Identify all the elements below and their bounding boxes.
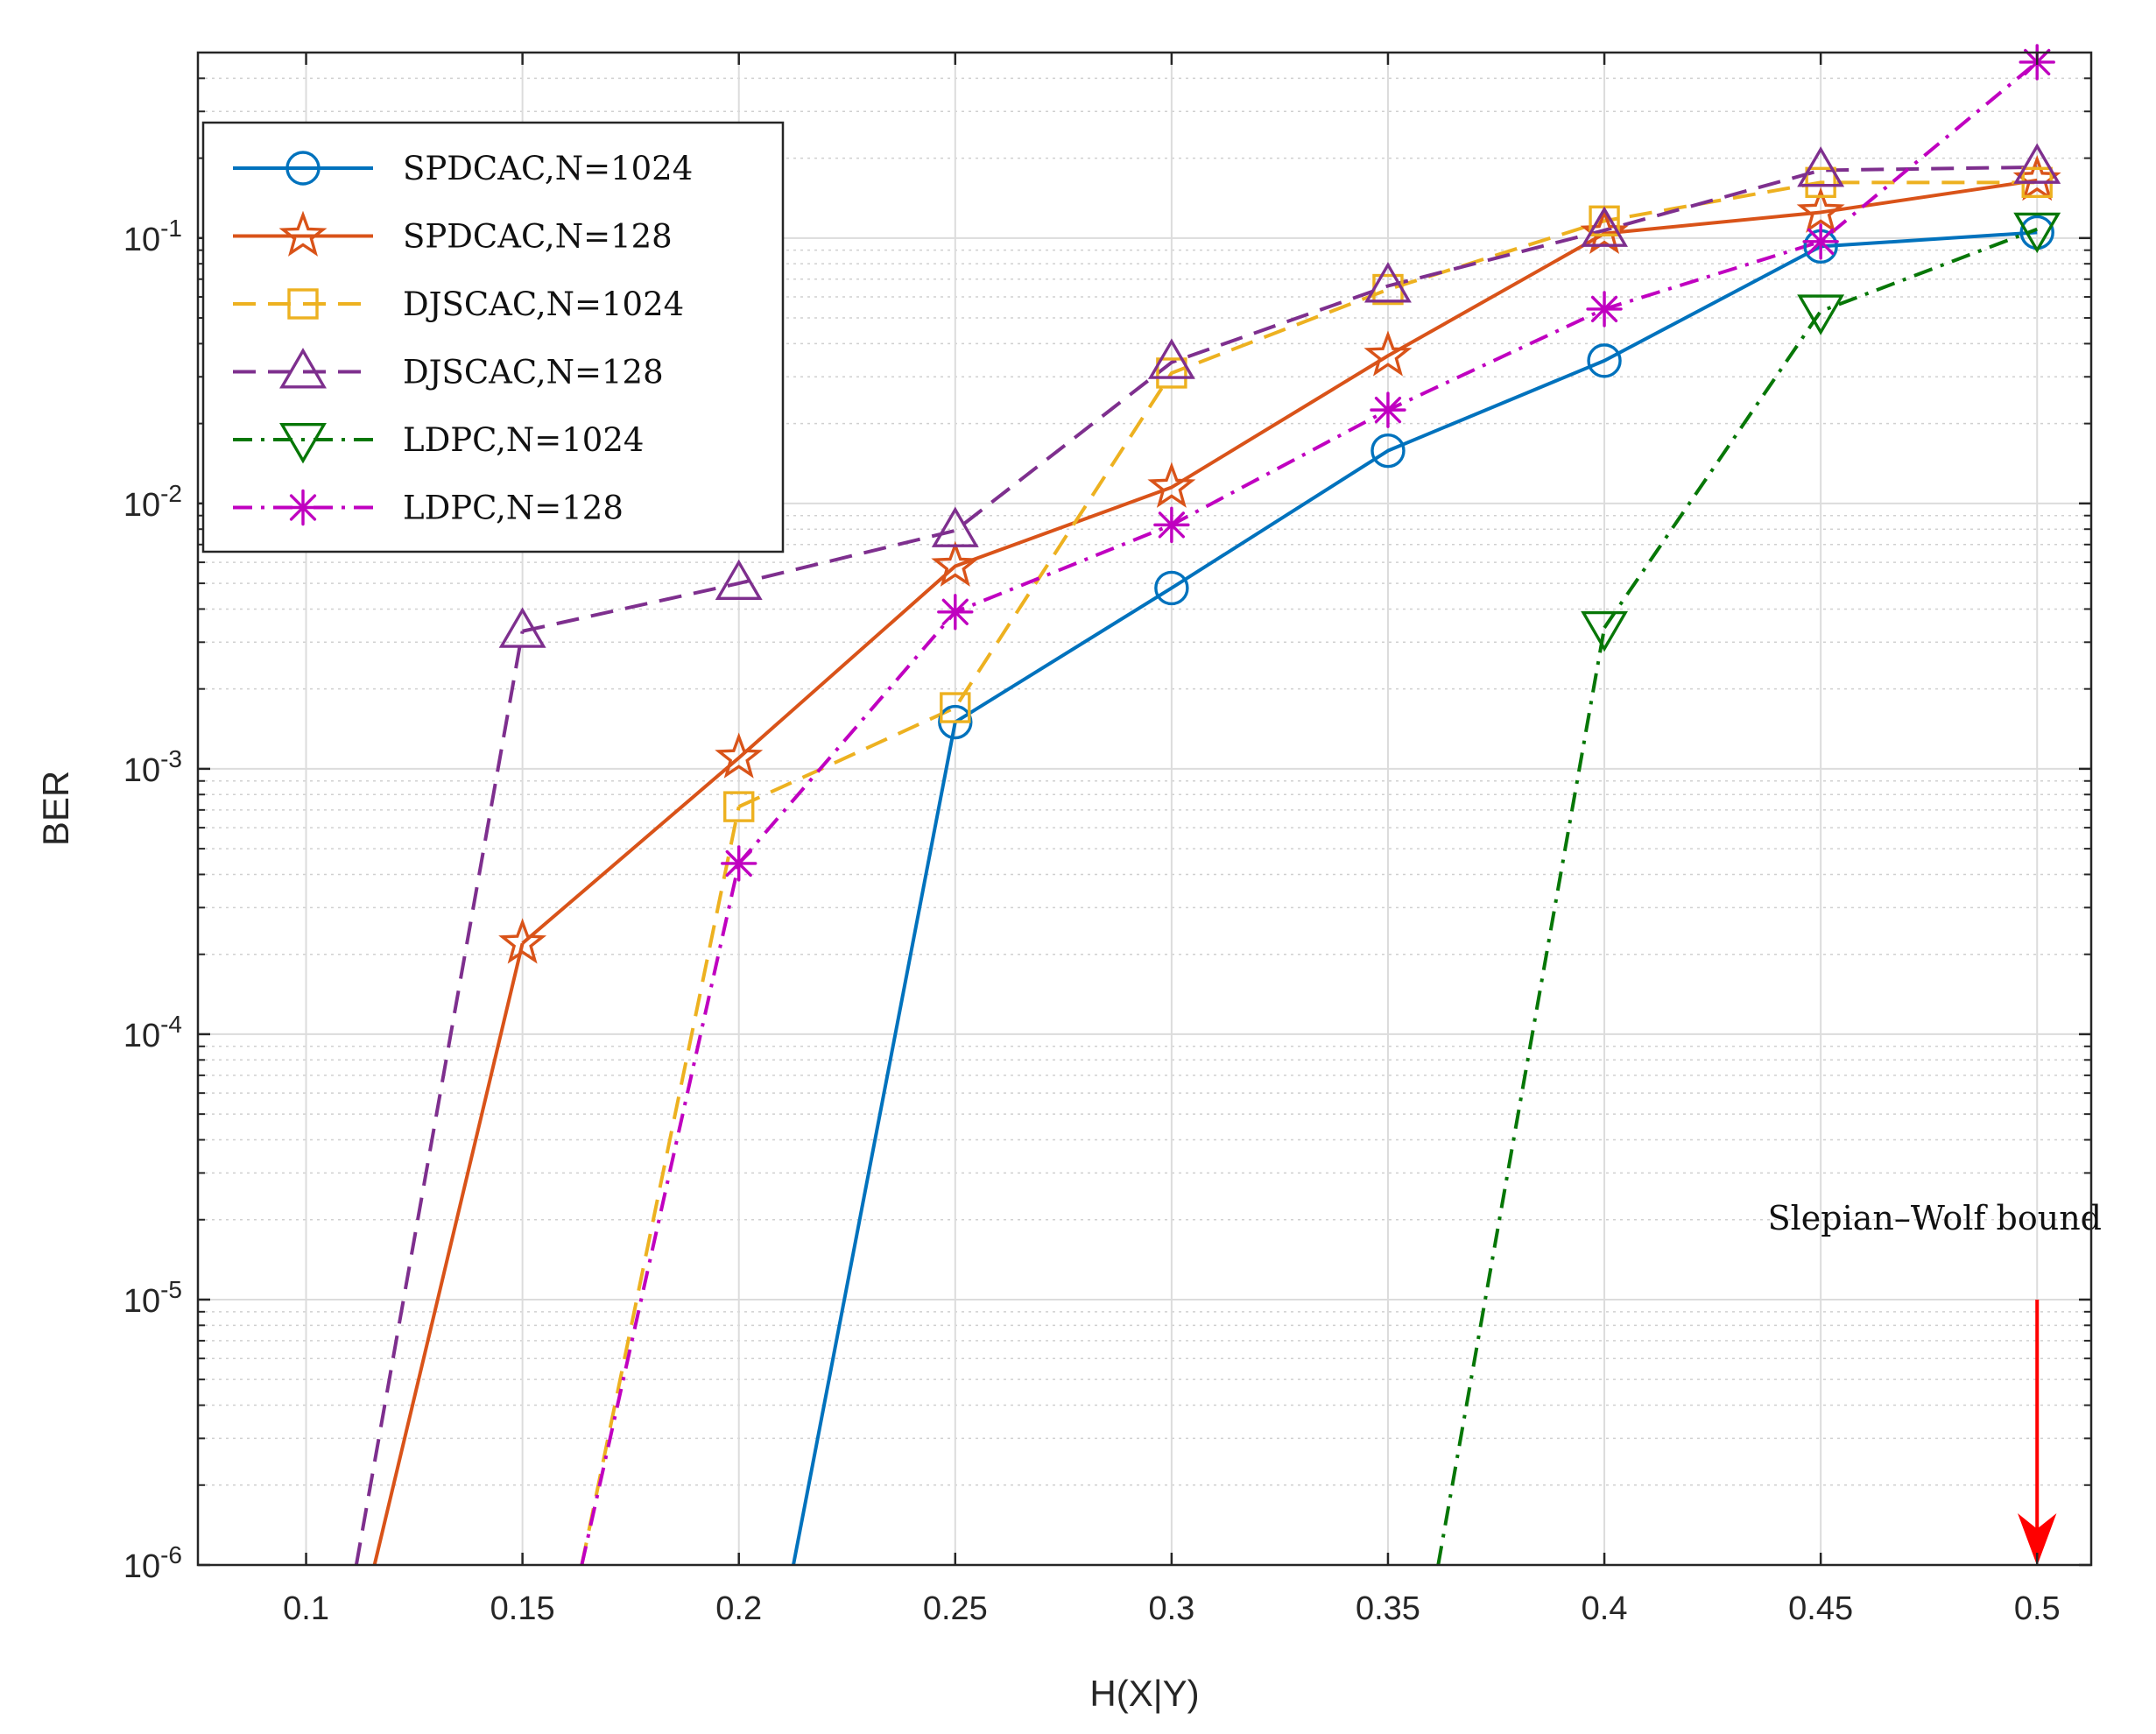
- y-tick-labels: 10-1 10-2 10-3 10-4 10-5 10-6: [123, 215, 182, 1585]
- legend-label: SPDCAC,N=1024: [403, 150, 693, 187]
- legend-label: DJSCAC,N=1024: [403, 285, 684, 323]
- legend-entry-spdcac-n-1024: SPDCAC,N=1024: [233, 150, 693, 187]
- legend-label: LDPC,N=1024: [403, 421, 644, 459]
- data-point-spdcac-n-128: [498, 918, 547, 964]
- bound-arrow-head: [2018, 1512, 2057, 1566]
- bound-label: Slepian–Wolf bound: [1768, 1199, 2102, 1237]
- legend-entry-ldpc-n-1024: LDPC,N=1024: [233, 421, 644, 464]
- x-tick-label: 0.3: [1148, 1590, 1194, 1627]
- y-axis-label: BER: [35, 771, 76, 846]
- y-tick-label: 10-3: [123, 745, 182, 789]
- legend-entry-spdcac-n-128: SPDCAC,N=128: [233, 210, 673, 257]
- data-point-djscac-n-1024: [1805, 166, 1836, 199]
- x-tick-label: 0.5: [2014, 1590, 2061, 1627]
- data-point-ldpc-n-1024: [1581, 610, 1629, 652]
- legend-entry-djscac-n-1024: DJSCAC,N=1024: [233, 285, 684, 323]
- legend-label: SPDCAC,N=128: [403, 218, 673, 256]
- axis-ticks: [198, 52, 2091, 1567]
- data-point-djscac-n-1024: [1156, 357, 1187, 389]
- legend-entry-ldpc-n-128: LDPC,N=128: [233, 490, 624, 527]
- series-tail-spdcac-n-1024: [792, 722, 957, 1565]
- data-point-spdcac-n-128: [1796, 187, 1845, 233]
- data-point-djscac-n-128: [2013, 143, 2061, 184]
- y-tick-label: 10-2: [123, 480, 182, 524]
- data-point-ldpc-n-128: [1370, 391, 1406, 428]
- y-tick-label: 10-4: [123, 1011, 182, 1054]
- data-point-ldpc-n-128: [1153, 506, 1190, 544]
- series-tail-spdcac-n-128: [372, 942, 525, 1565]
- legend-marker: [278, 210, 328, 257]
- data-point-ldpc-n-1024: [2013, 212, 2061, 254]
- x-tick-label: 0.35: [1356, 1590, 1420, 1627]
- data-point-djscac-n-128: [1797, 146, 1845, 187]
- y-tick-label: 10-5: [123, 1276, 182, 1320]
- x-tick-label: 0.1: [283, 1590, 329, 1627]
- data-point-spdcac-n-1024: [938, 704, 973, 740]
- y-tick-label: 10-6: [123, 1541, 182, 1585]
- legend: SPDCAC,N=1024 SPDCAC,N=128 DJSCAC,N=1024 DJ…: [201, 121, 785, 553]
- legend-marker: [279, 348, 327, 389]
- series-tail-djscac-n-1024: [580, 806, 741, 1565]
- legend-entry-djscac-n-128: DJSCAC,N=128: [233, 348, 664, 391]
- data-point-djscac-n-128: [715, 559, 763, 601]
- data-point-ldpc-n-128: [1586, 291, 1623, 328]
- series-tail-djscac-n-128: [354, 631, 525, 1565]
- plot-frame: [196, 51, 2093, 1567]
- data-point-spdcac-n-1024: [1154, 570, 1189, 606]
- tail-lines: [354, 627, 1607, 1565]
- series-line-spdcac-n-1024: [954, 230, 2038, 724]
- x-tick-label: 0.2: [715, 1590, 762, 1627]
- legend-box: [201, 121, 785, 553]
- data-point-spdcac-n-128: [715, 732, 764, 779]
- data-point-djscac-n-128: [498, 607, 546, 648]
- x-tick-label: 0.4: [1582, 1590, 1628, 1627]
- data-point-spdcac-n-1024: [1370, 433, 1406, 469]
- series-line-ldpc-n-1024: [1603, 227, 2038, 629]
- x-tick-label: 0.15: [490, 1590, 555, 1627]
- data-point-ldpc-n-1024: [1797, 294, 1845, 335]
- annotations: Slepian–Wolf bound: [1768, 1199, 2102, 1566]
- data-point-ldpc-n-128: [1802, 223, 1839, 260]
- data-point-ldpc-n-128: [721, 845, 757, 882]
- data-point-djscac-n-128: [931, 506, 979, 547]
- series-line-spdcac-n-128: [521, 178, 2038, 945]
- data-point-djscac-n-1024: [940, 692, 971, 723]
- x-tick-labels: 0.1 0.15 0.2 0.25 0.3 0.35 0.4 0.45 0.5: [283, 1590, 2061, 1627]
- data-point-djscac-n-128: [1364, 262, 1412, 303]
- series-line-djscac-n-128: [522, 165, 2038, 633]
- data-point-spdcac-n-128: [931, 540, 980, 587]
- series-line-djscac-n-1024: [737, 180, 2038, 808]
- legend-marker: [285, 489, 321, 526]
- legend-label: LDPC,N=128: [403, 490, 624, 527]
- y-tick-label: 10-1: [123, 215, 182, 258]
- data-point-djscac-n-128: [1581, 206, 1629, 247]
- legend-marker: [287, 288, 319, 320]
- x-axis-label: H(X|Y): [1089, 1673, 1199, 1714]
- x-tick-label: 0.45: [1788, 1590, 1853, 1627]
- data-point-ldpc-n-128: [937, 594, 974, 631]
- legend-marker: [285, 151, 321, 186]
- data-point-djscac-n-1024: [723, 791, 755, 822]
- data-point-spdcac-n-1024: [1587, 343, 1622, 378]
- data-point-spdcac-n-128: [1363, 330, 1413, 377]
- data-point-djscac-n-128: [1147, 338, 1195, 379]
- data-point-spdcac-n-128: [1147, 462, 1196, 508]
- legend-marker: [279, 423, 327, 464]
- x-tick-label: 0.25: [923, 1590, 988, 1627]
- legend-label: DJSCAC,N=128: [403, 354, 664, 391]
